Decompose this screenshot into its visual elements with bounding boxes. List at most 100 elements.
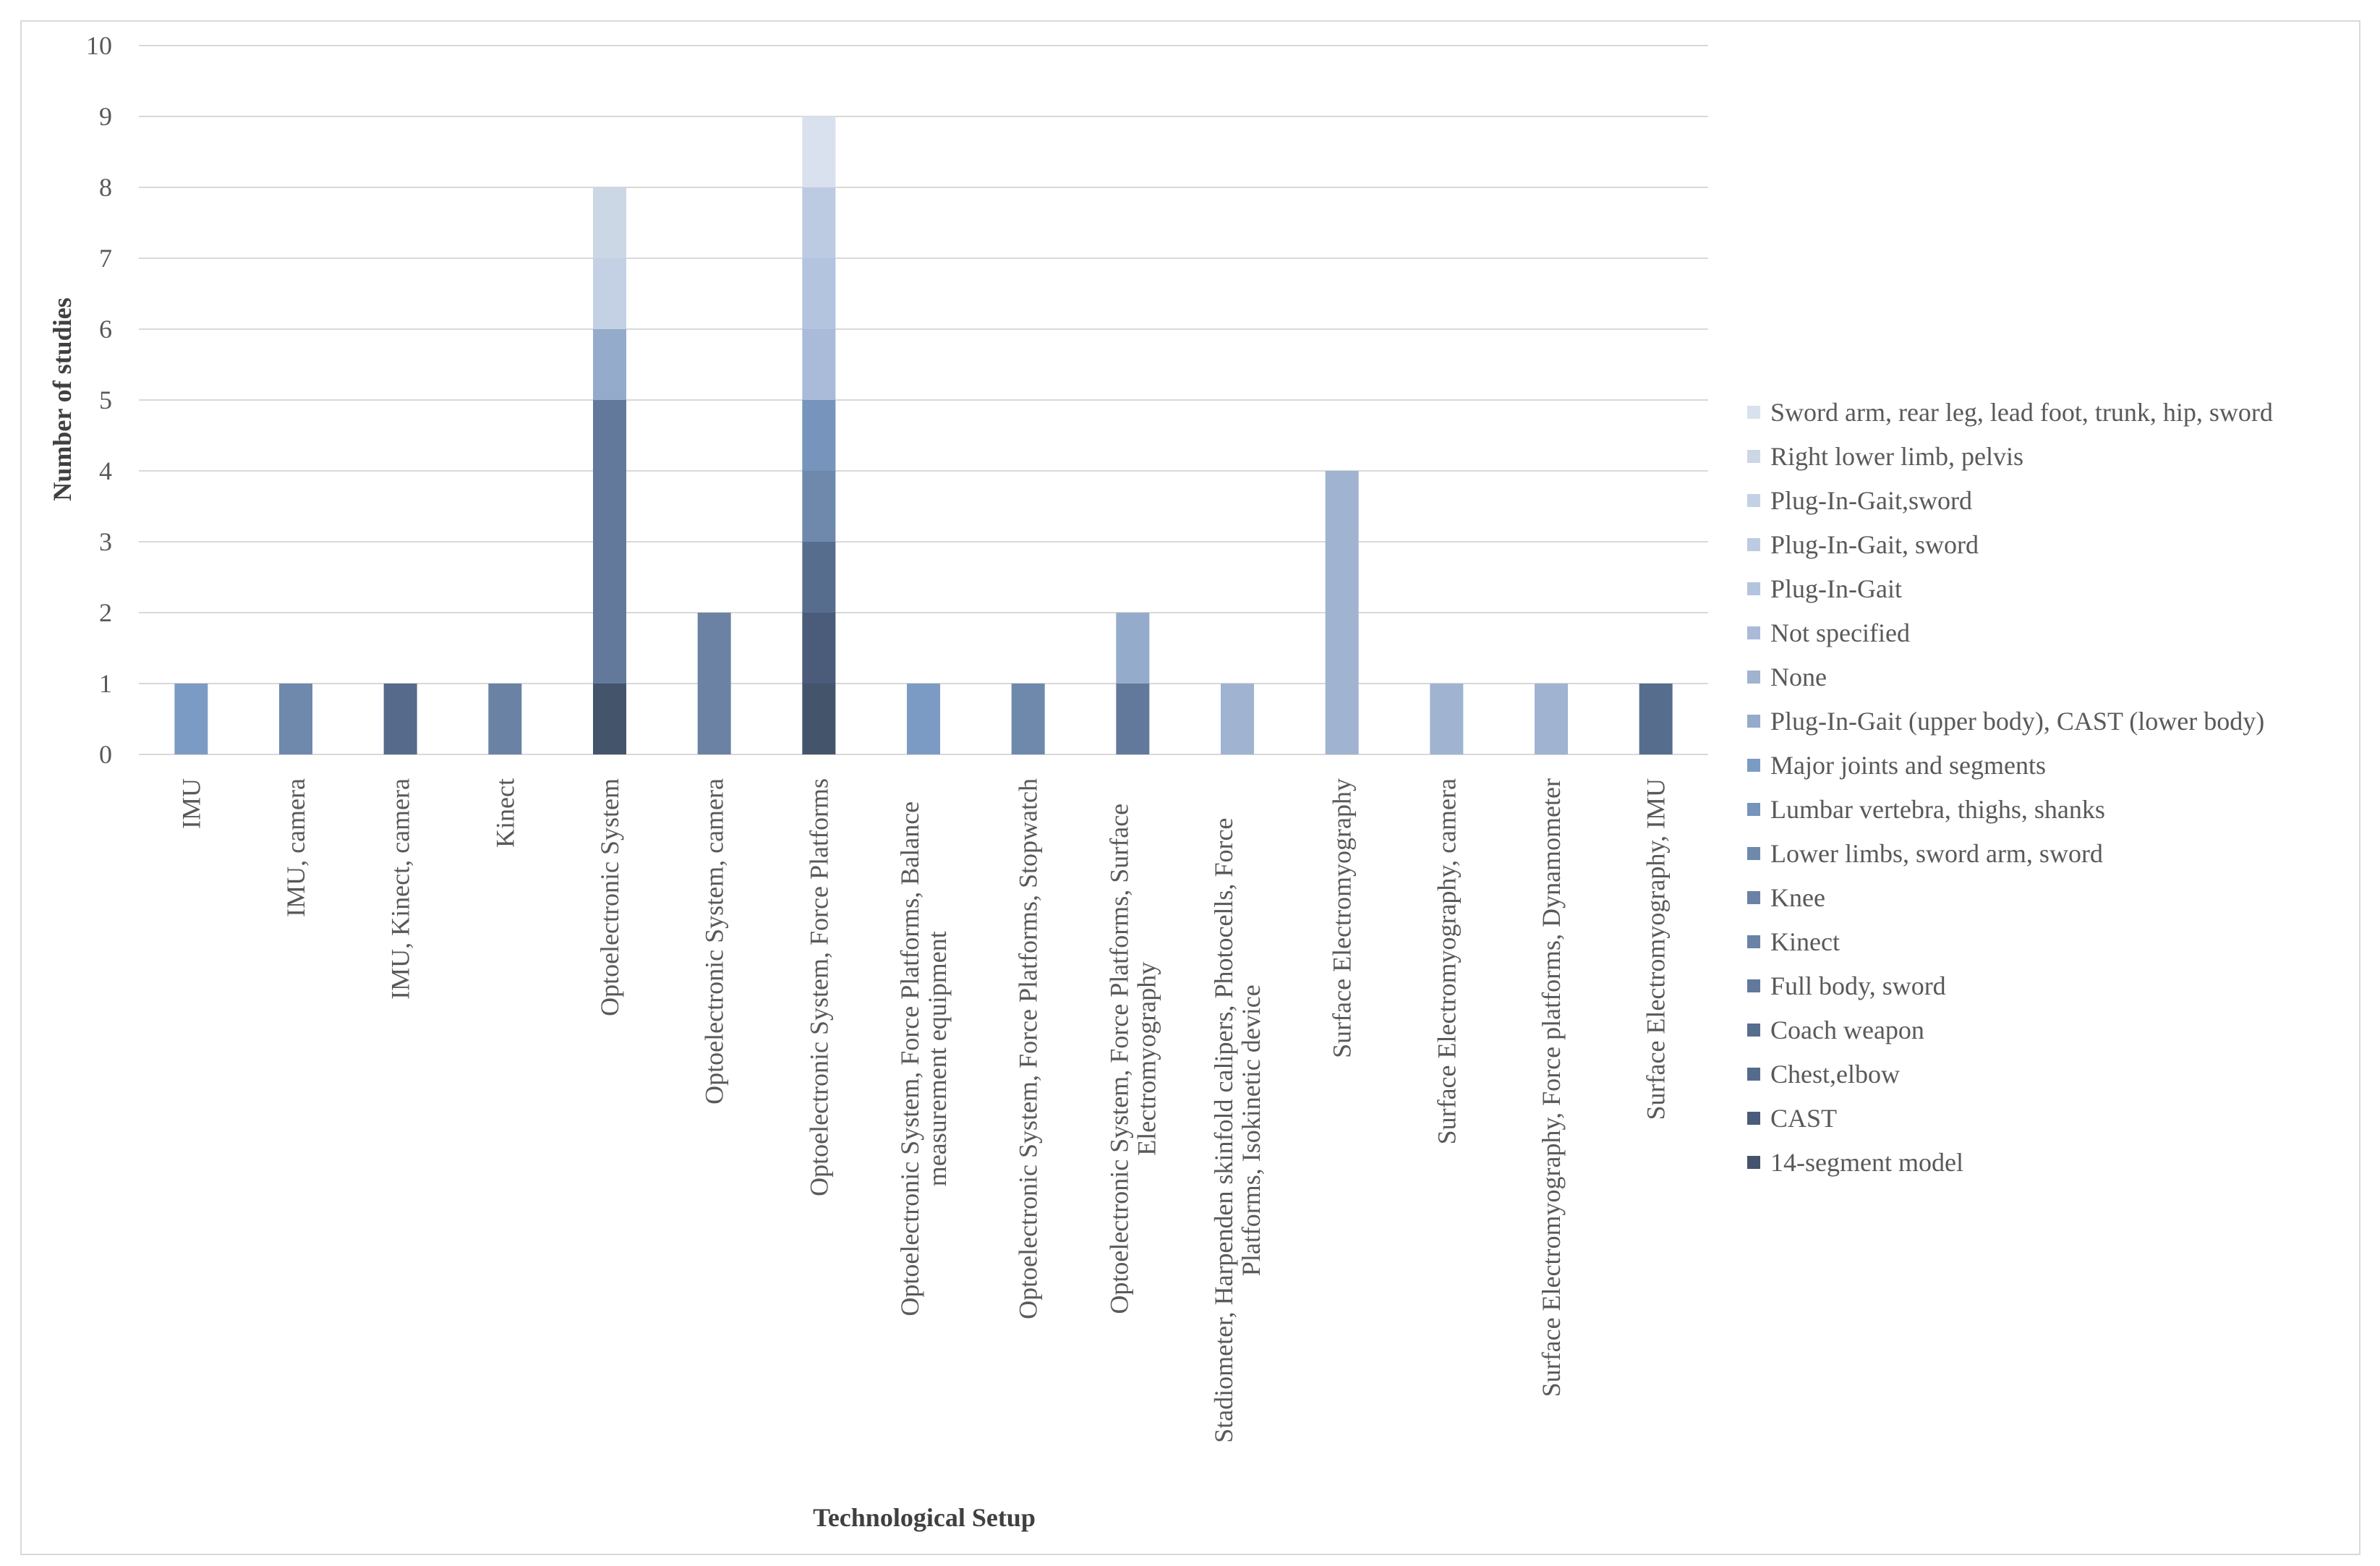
legend-swatch [1747,979,1760,992]
legend-swatch [1747,1068,1760,1081]
x-tick-label-line: Optoelectronic System, Force Platforms, … [1014,778,1043,1319]
bar-segment [488,684,522,754]
bar-segment [593,400,626,684]
bar-segment [1221,684,1254,754]
x-tick-label: Optoelectronic System [595,778,624,1016]
bar-segment [802,187,836,258]
stacked-bar-chart: 0 1 2 3 4 5 6 7 8 9 10 IMU IMU, camera IMU, Kinect, … [48,31,2273,1532]
x-tick-label: Optoelectronic System, camera [700,778,729,1105]
legend-label: Kinect [1770,927,1840,956]
bar-segment [1116,613,1150,684]
x-tick-label-line: IMU, camera [281,778,310,917]
legend-swatch [1747,803,1760,816]
gridlines [139,45,1708,755]
x-tick-label-line: Kinect [490,778,519,848]
x-tick-label: Kinect [490,778,519,848]
x-axis-tick-labels: IMU IMU, camera IMU, Kinect, camera Kinect O… [176,778,1670,1443]
x-tick-label-line: IMU [176,778,205,829]
x-tick-label: IMU, camera [281,778,310,917]
y-tick-label: 6 [99,315,112,344]
x-tick-label: Surface Electromyography, Force platform… [1537,778,1566,1397]
legend-label: Lumbar vertebra, thighs, shanks [1770,795,2105,824]
legend-label: Plug-In-Gait,sword [1770,486,1972,515]
y-tick-label: 9 [99,102,112,131]
bar-segment [802,684,836,754]
x-tick-label-line: IMU, Kinect, camera [386,778,415,1000]
legend-label: Major joints and segments [1770,751,2046,780]
bar-segment [1430,684,1464,754]
x-tick-label-line: Surface Electromyography [1328,778,1357,1058]
x-tick-label: Surface Electromyography, camera [1432,778,1461,1144]
legend-swatch [1747,1112,1760,1125]
legend-swatch [1747,715,1760,728]
x-tick-label-line: Optoelectronic System, Force Platforms [804,778,833,1196]
x-tick-label-line: Optoelectronic System, Force Platforms, … [895,801,924,1316]
bar-segment [383,684,417,754]
x-tick-label: Stadiometer, Harpenden skinfold calipers… [1209,818,1266,1443]
bar-segment [802,400,836,471]
x-tick-label: Optoelectronic System, Force Platforms, … [1014,778,1043,1319]
y-tick-label: 4 [99,456,112,485]
x-tick-label-line: Optoelectronic System, camera [700,778,729,1105]
y-tick-label: 1 [99,669,112,698]
bar-segment [802,613,836,684]
bar-segment [593,187,626,258]
chart-frame: 0 1 2 3 4 5 6 7 8 9 10 IMU IMU, camera IMU, Kinect, … [20,20,2360,1555]
bar-segment [1535,684,1568,754]
legend-swatch [1747,671,1760,684]
legend-swatch [1747,1024,1760,1037]
bar-segment [174,684,208,754]
bar-segment [802,471,836,542]
x-tick-label: Optoelectronic System, Force Platforms, … [895,801,952,1316]
legend-label: Plug-In-Gait [1770,574,1902,603]
bar-segment [802,258,836,329]
y-tick-label: 7 [99,244,112,273]
x-tick-label: Optoelectronic System, Force Platforms, … [1104,804,1161,1314]
legend-label: CAST [1770,1104,1837,1133]
legend-label: Lower limbs, sword arm, sword [1770,839,2103,868]
legend-swatch [1747,935,1760,948]
legend-label: 14-segment model [1770,1148,1963,1177]
bar-segment [697,613,731,754]
x-axis-title: Technological Setup [813,1503,1036,1532]
bar-segment [802,116,836,187]
bar-segment [802,329,836,400]
legend-label: Chest,elbow [1770,1060,1900,1089]
legend-label: Not specified [1770,618,1910,647]
legend-swatch [1747,759,1760,772]
x-tick-label: Surface Electromyography, IMU [1642,778,1671,1120]
legend-swatch [1747,538,1760,551]
y-tick-label: 8 [99,173,112,202]
bars [174,116,1673,754]
legend-label: Knee [1770,883,1825,912]
legend-label: Coach weapon [1770,1016,1924,1044]
y-tick-label: 0 [99,740,112,769]
bar-segment [593,258,626,329]
x-tick-label-line: Stadiometer, Harpenden skinfold calipers… [1209,818,1238,1443]
x-tick-label-line: Optoelectronic System [595,778,624,1016]
legend-label: Plug-In-Gait, sword [1770,530,1979,559]
legend-label: Sword arm, rear leg, lead foot, trunk, h… [1770,398,2273,427]
y-axis-title: Number of studies [48,297,77,501]
x-tick-label: Surface Electromyography [1328,778,1357,1058]
bar-segment [593,684,626,754]
bar-segment [279,684,312,754]
x-tick-label-line: measurement equipment [923,931,952,1186]
legend-label: Full body, sword [1770,971,1946,1000]
legend-swatch [1747,891,1760,904]
bar-segment [802,542,836,613]
x-tick-label: IMU [176,778,205,829]
bar-segment [1116,684,1150,754]
bar-segment [1639,684,1673,754]
bar-segment [907,684,940,754]
x-tick-label-line: Optoelectronic System, Force Platforms, … [1104,804,1133,1314]
bar-segment [593,329,626,400]
bar-segment [1325,471,1359,754]
legend: Sword arm, rear leg, lead foot, trunk, h… [1747,398,2273,1177]
legend-swatch [1747,582,1760,595]
legend-label: None [1770,663,1827,691]
y-tick-label: 3 [99,527,112,556]
y-tick-label: 10 [86,31,112,60]
x-tick-label: IMU, Kinect, camera [386,778,415,1000]
x-tick-label-line: Electromyography [1132,962,1161,1156]
